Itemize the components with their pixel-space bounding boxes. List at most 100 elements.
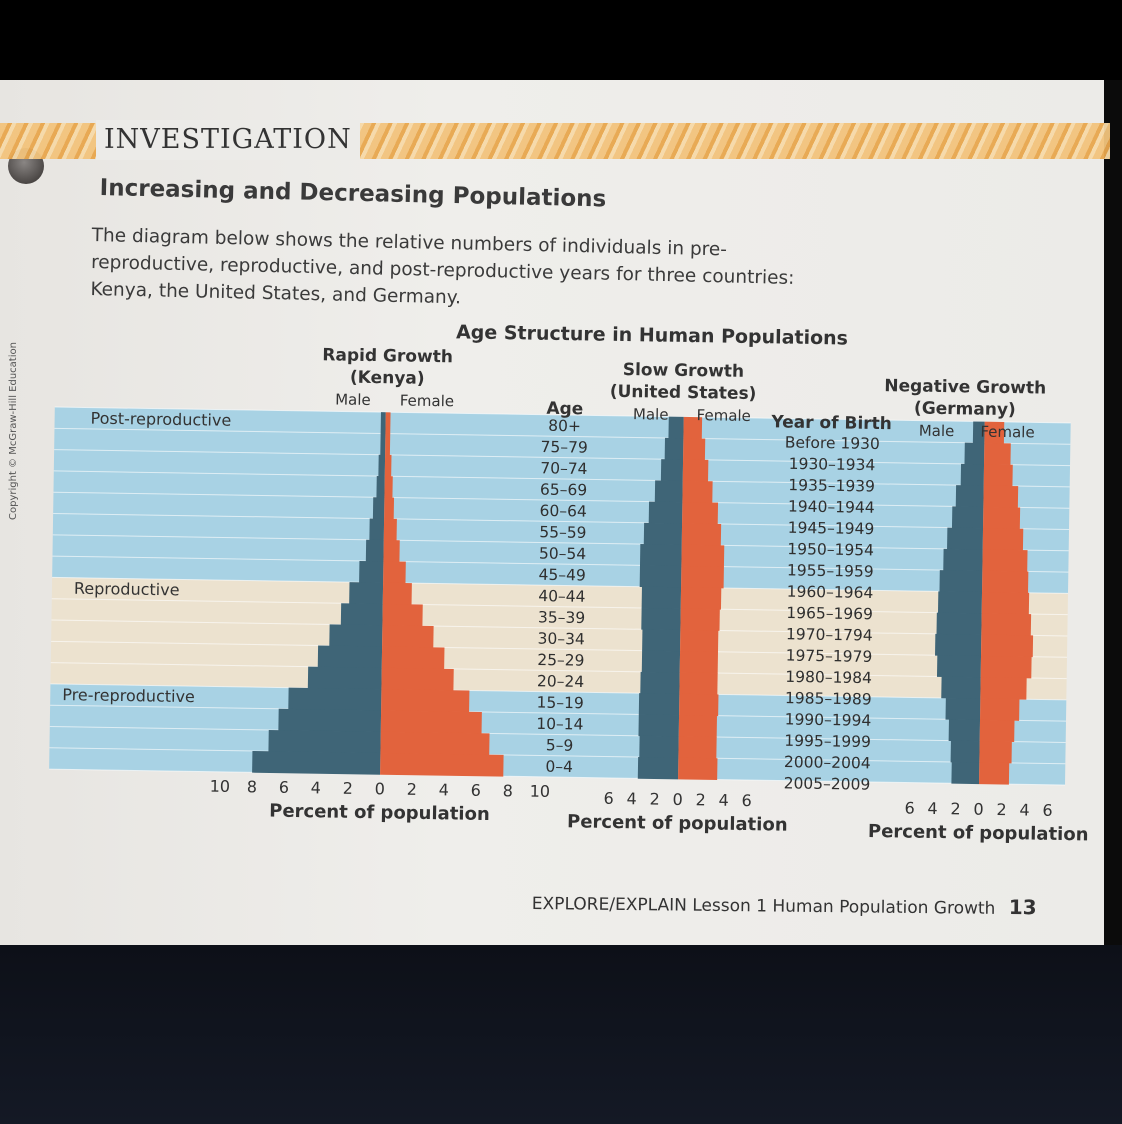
row-gridline — [52, 555, 1069, 573]
band-row — [50, 662, 1067, 700]
band-row — [52, 513, 1070, 551]
female-bar — [681, 523, 722, 546]
age-group-label: 20–24 — [537, 672, 584, 691]
row-gridline — [49, 726, 1066, 743]
row-gridline — [52, 576, 1069, 594]
female-bar — [678, 736, 717, 759]
male-bar — [278, 708, 382, 733]
row-gridline — [51, 598, 1068, 616]
axis-title: Percent of population — [567, 811, 788, 835]
male-bar — [268, 729, 381, 754]
axis-tick-label: 10 — [530, 782, 551, 801]
year-of-birth-label: 2005–2009 — [784, 774, 871, 793]
female-bar — [682, 502, 719, 525]
age-group-label: 70–74 — [540, 459, 587, 478]
male-bar — [964, 442, 985, 465]
male-bar — [648, 501, 683, 524]
female-bar — [681, 544, 725, 568]
axis-tick-label: 2 — [996, 800, 1006, 819]
female-bar — [979, 762, 1010, 785]
female-bar — [384, 454, 392, 477]
female-bar — [979, 719, 1015, 743]
male-bar — [955, 485, 984, 508]
axis-tick-label: 4 — [1019, 800, 1029, 819]
male-bar — [637, 757, 679, 780]
panel-title: Slow Growth — [623, 360, 745, 382]
female-bar — [981, 613, 1032, 636]
male-bar — [638, 693, 680, 716]
axis-tick-label: 0 — [375, 779, 385, 798]
male-bar — [948, 719, 981, 742]
female-bar — [983, 506, 1021, 530]
male-legend: Male — [335, 390, 371, 409]
row-gridline — [53, 513, 1070, 530]
row-gridline — [52, 534, 1069, 552]
axis-tick-label: 4 — [311, 778, 321, 797]
axis-tick-label: 0 — [672, 790, 682, 809]
female-bar — [980, 655, 1032, 679]
female-bar — [984, 421, 1005, 444]
year-of-birth-label: 1955–1959 — [787, 561, 874, 580]
female-bar — [983, 464, 1013, 487]
axis-tick-label: 6 — [904, 799, 914, 818]
male-bar — [639, 544, 682, 567]
band-label: Post-reproductive — [90, 409, 231, 430]
male-bar — [365, 539, 384, 562]
male-bar — [941, 676, 981, 699]
row-gridline — [54, 449, 1071, 467]
female-legend: Female — [400, 391, 455, 410]
male-bar — [643, 522, 683, 546]
male-bar — [639, 565, 682, 588]
male-bar — [947, 527, 984, 550]
row-gridline — [49, 747, 1066, 765]
male-bar — [943, 548, 983, 572]
female-legend: Female — [980, 423, 1035, 442]
row-gridline — [54, 406, 1071, 424]
row-gridline — [53, 491, 1070, 509]
year-of-birth-label: Before 1930 — [785, 434, 880, 453]
age-group-label: 45–49 — [538, 566, 585, 585]
female-bar — [980, 677, 1027, 700]
female-bar — [682, 480, 713, 503]
section-label: INVESTIGATION — [96, 120, 360, 160]
male-bar — [359, 560, 384, 584]
background-surface — [0, 945, 1122, 1124]
female-bar — [382, 603, 423, 627]
axis-tick-label: 6 — [603, 789, 613, 808]
page-number: 13 — [1008, 894, 1037, 920]
band-row — [51, 598, 1068, 636]
female-bar — [380, 752, 504, 777]
age-group-label: 60–64 — [539, 502, 586, 521]
female-bar — [385, 412, 391, 435]
male-bar — [936, 612, 982, 636]
male-bar — [638, 714, 680, 737]
male-bar — [349, 582, 384, 605]
axis-title: Percent of population — [868, 821, 1089, 845]
age-group-label: 80+ — [548, 417, 581, 436]
male-bar — [641, 607, 681, 631]
male-bar — [937, 591, 983, 614]
band-row — [53, 449, 1071, 487]
female-bar — [383, 561, 406, 584]
year-of-birth-label: 1970–1794 — [786, 625, 873, 644]
year-of-birth-label: 1990–1994 — [785, 710, 872, 729]
female-bar — [982, 549, 1028, 572]
female-bar — [982, 528, 1024, 551]
axis-tick-label: 6 — [279, 778, 289, 797]
female-bar — [678, 757, 718, 780]
male-bar — [642, 629, 681, 652]
male-bar — [950, 740, 980, 763]
year-of-birth-label: 2000–2004 — [784, 753, 871, 772]
male-bar — [660, 459, 684, 482]
male-bar — [664, 437, 684, 460]
row-gridline — [49, 768, 1066, 786]
female-bar — [382, 582, 412, 605]
year-of-birth-label: 1965–1969 — [786, 604, 873, 623]
band-row — [54, 407, 1071, 445]
male-bar — [372, 497, 385, 520]
female-bar — [383, 540, 400, 562]
male-bar — [369, 518, 385, 541]
band-row — [50, 641, 1068, 679]
year-of-birth-label: 1950–1954 — [787, 540, 874, 559]
male-bar — [951, 761, 980, 785]
